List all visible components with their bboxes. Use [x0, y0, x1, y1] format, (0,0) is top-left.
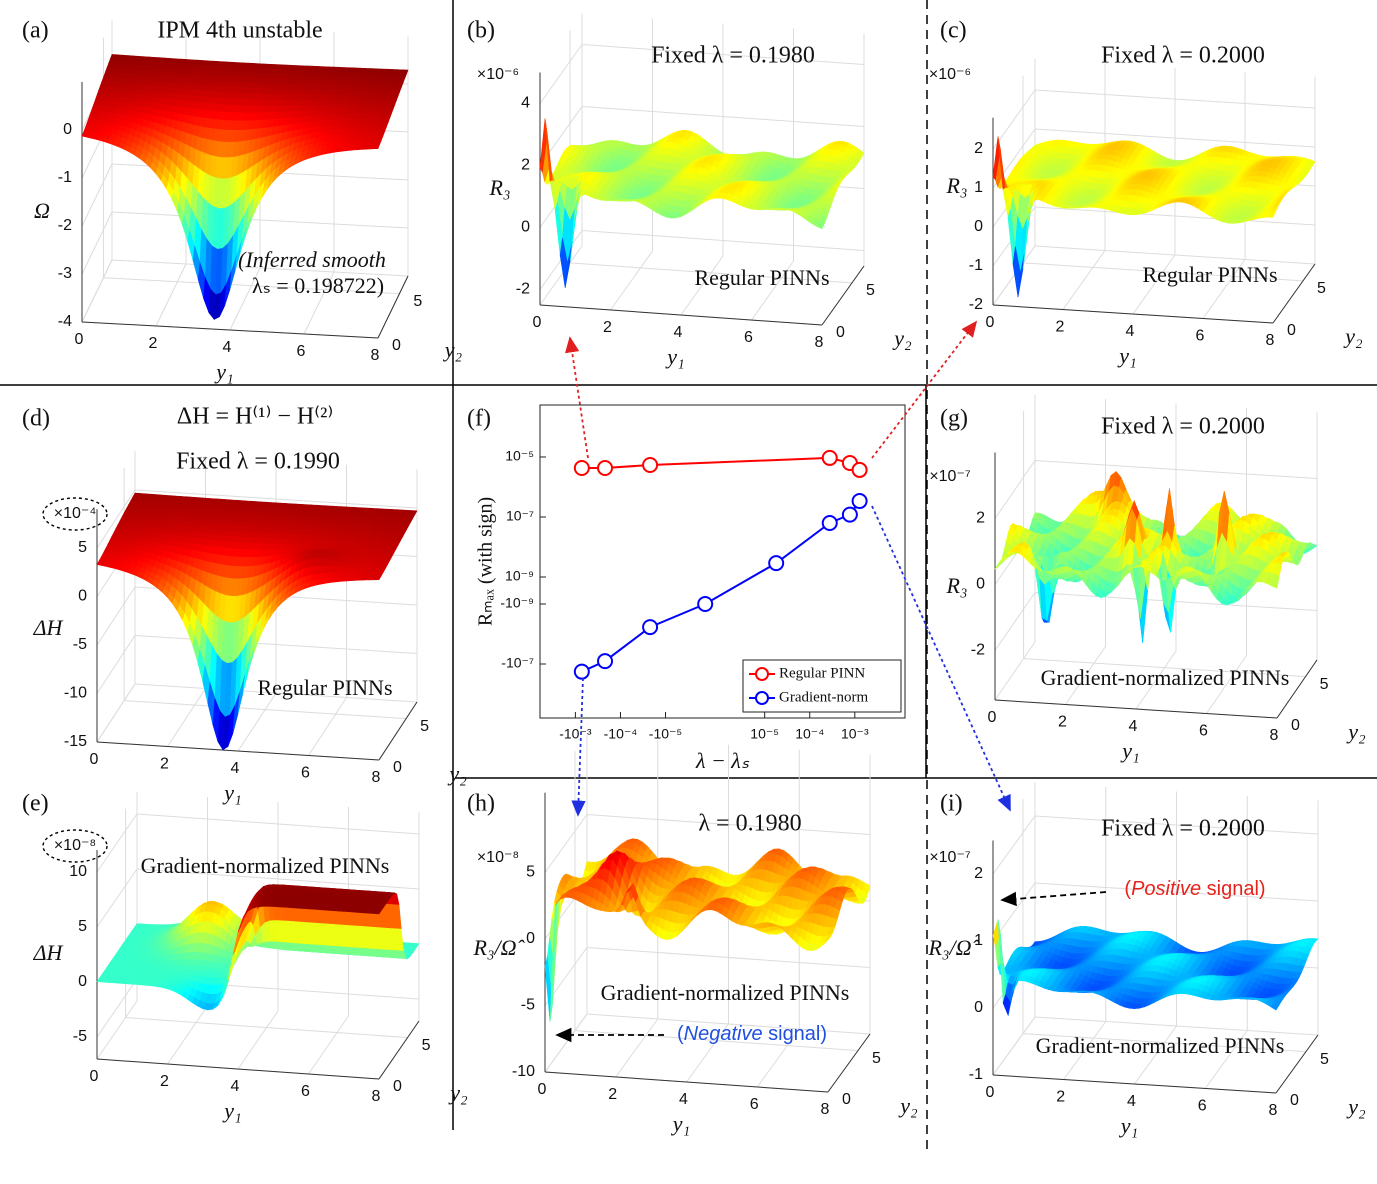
x-axis-label: y₁ [665, 344, 684, 369]
z-tick-label: -1 [969, 257, 983, 274]
z-axis-label: ΔH [33, 615, 64, 640]
z-tick-label: 4 [521, 95, 530, 112]
y-tick-label: 0 [393, 759, 402, 776]
grid-line [303, 271, 335, 335]
grid-line [81, 163, 113, 227]
grid-line [111, 211, 409, 229]
x-tick-label: 2 [149, 335, 158, 352]
z-tick-label: 0 [974, 218, 983, 235]
grid-line [103, 277, 400, 295]
z-tick-label: -15 [64, 733, 87, 750]
x-tick-label: 8 [371, 347, 380, 364]
x-tick-label: 6 [744, 329, 753, 346]
z-tick-label: -4 [58, 313, 72, 330]
y-axis-label: y₂ [443, 337, 463, 362]
x-tick-label: 8 [372, 769, 381, 786]
x-tick-label: 2 [160, 756, 169, 773]
x-tick-label: 4 [1126, 323, 1135, 340]
z-axis-label: Ω [34, 198, 50, 223]
x-tick-label: 4 [231, 760, 240, 777]
z-tick-label: -2 [58, 217, 72, 234]
grid-line [229, 267, 261, 331]
x-tick-label: 0 [75, 331, 84, 348]
y-tick-label: 5 [420, 718, 429, 735]
x-tick-label: 2 [1056, 319, 1065, 336]
panel-label: (d) [22, 406, 50, 432]
x-tick-label: 6 [297, 343, 306, 360]
y-tick-label: 0 [836, 324, 845, 341]
x-tick-label: 6 [1196, 328, 1205, 345]
exponent-highlights [42, 497, 108, 863]
annotation: Regular PINNs [694, 265, 829, 290]
y-tick-label: 0 [1287, 322, 1296, 339]
grid-line [81, 259, 113, 323]
z-tick-label: -5 [73, 636, 87, 653]
z-tick-label: 2 [521, 157, 530, 174]
dashed-ellipse [42, 497, 108, 531]
x-tick-label: 4 [223, 339, 232, 356]
y-tick-label: 5 [866, 282, 875, 299]
y-axis [377, 275, 409, 339]
x-axis [81, 321, 379, 339]
grid-line [111, 259, 409, 277]
x-axis-label: y₁ [1117, 343, 1136, 368]
x-tick-label: 0 [90, 751, 99, 768]
panel-title: ΔH = H⁽¹⁾ − H⁽²⁾ [177, 404, 333, 430]
x-tick-label: 0 [986, 314, 995, 331]
grid-line [155, 263, 187, 327]
y-tick-label: 5 [413, 293, 422, 310]
exponent-label: ×10⁻⁴ [54, 505, 97, 522]
z-tick-label: 2 [974, 140, 983, 157]
y-tick-label: 0 [392, 337, 401, 354]
z-tick-label: -3 [58, 265, 72, 282]
panel-label: (b) [467, 18, 495, 44]
panel-subtitle: Fixed λ = 0.1990 [176, 449, 340, 475]
z-tick-label: -1 [58, 169, 72, 186]
z-tick-label: -2 [516, 281, 530, 298]
annotation: λₛ = 0.198722) [252, 273, 384, 298]
z-tick-label: -2 [969, 296, 983, 313]
x-axis-label: y₁ [222, 780, 241, 805]
grid-line [81, 211, 113, 275]
y-axis-label: y₂ [1343, 323, 1363, 348]
z-axis-label: R₃ [945, 173, 967, 198]
y-axis-label: y₂ [892, 325, 912, 350]
dividers [0, 0, 1377, 1150]
annotation: (Inferred smooth [238, 247, 386, 272]
z-tick-label: 0 [78, 588, 87, 605]
exponent-label: ×10⁻⁶ [929, 66, 971, 83]
x-tick-label: 8 [815, 334, 824, 351]
panel-title: Fixed λ = 0.2000 [1101, 43, 1265, 69]
dashed-ellipse [42, 829, 108, 863]
x-tick-label: 8 [1266, 332, 1275, 349]
annotation: Regular PINNs [1142, 262, 1277, 287]
z-tick-label: 0 [63, 121, 72, 138]
x-axis-label: y₁ [214, 359, 233, 384]
x-tick-label: 0 [533, 314, 542, 331]
x-tick-label: 6 [301, 765, 310, 782]
panel-title: Fixed λ = 0.1980 [651, 43, 815, 69]
surface [81, 54, 409, 321]
y-axis-label: y₂ [447, 761, 467, 786]
z-tick-label: 0 [521, 219, 530, 236]
z-axis-label: R₃ [488, 175, 510, 200]
panel-label: (a) [22, 18, 49, 44]
y-tick-label: 5 [1317, 280, 1326, 297]
z-tick-label: -10 [64, 685, 87, 702]
panel-label: (c) [940, 18, 967, 44]
x-tick-label: 4 [674, 324, 683, 341]
z-tick-label: 1 [974, 179, 983, 196]
z-tick-label: 5 [78, 539, 87, 556]
annotation: Regular PINNs [257, 675, 392, 700]
x-tick-label: 2 [603, 319, 612, 336]
panel-title: IPM 4th unstable [157, 18, 322, 44]
exponent-label: ×10⁻⁶ [477, 66, 519, 83]
